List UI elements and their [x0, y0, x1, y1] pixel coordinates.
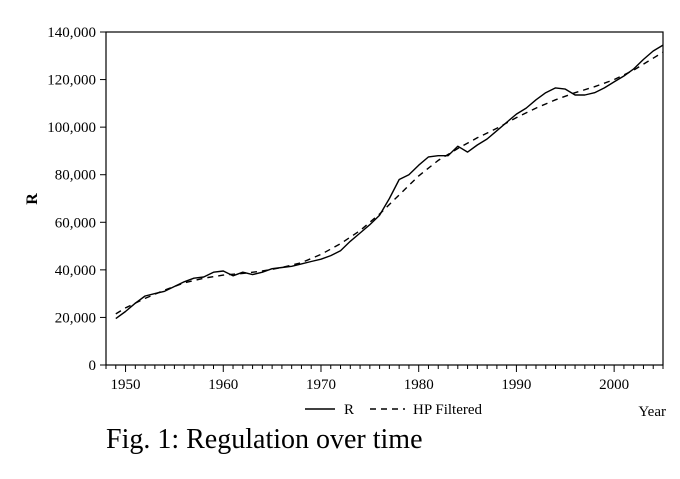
legend: R HP Filtered [305, 402, 483, 418]
y-tick-label: 80,000 [55, 168, 96, 184]
plot-area-frame [105, 31, 664, 366]
x-tick-label: 1950 [111, 377, 141, 393]
y-tick-label: 60,000 [55, 215, 96, 231]
x-tick-label: 1970 [306, 377, 336, 393]
y-axis-title: R [24, 193, 41, 205]
x-tick-label: 1980 [404, 377, 434, 393]
x-tick-label: 1990 [501, 377, 531, 393]
y-tick-label: 20,000 [55, 310, 96, 326]
y-tick-label: 140,000 [47, 25, 96, 41]
x-tick-label: 1960 [208, 377, 238, 393]
legend-label-hp-filtered: HP Filtered [413, 402, 483, 418]
series-line-hp-filtered [115, 51, 664, 315]
legend-label-r: R [344, 402, 354, 418]
x-axis-title: Year [638, 404, 666, 420]
x-tick-label: 2000 [599, 377, 629, 393]
y-tick-label: 100,000 [47, 120, 96, 136]
y-tick-label: 0 [89, 358, 97, 374]
figure-caption: Fig. 1: Regulation over time [106, 424, 423, 455]
series-line-r [115, 44, 664, 320]
chart: 0 20,000 40,000 60,000 80,000 100,000 120,000 1… [24, 25, 666, 420]
y-tick-label: 120,000 [47, 73, 96, 89]
y-tick-label: 40,000 [55, 263, 96, 279]
